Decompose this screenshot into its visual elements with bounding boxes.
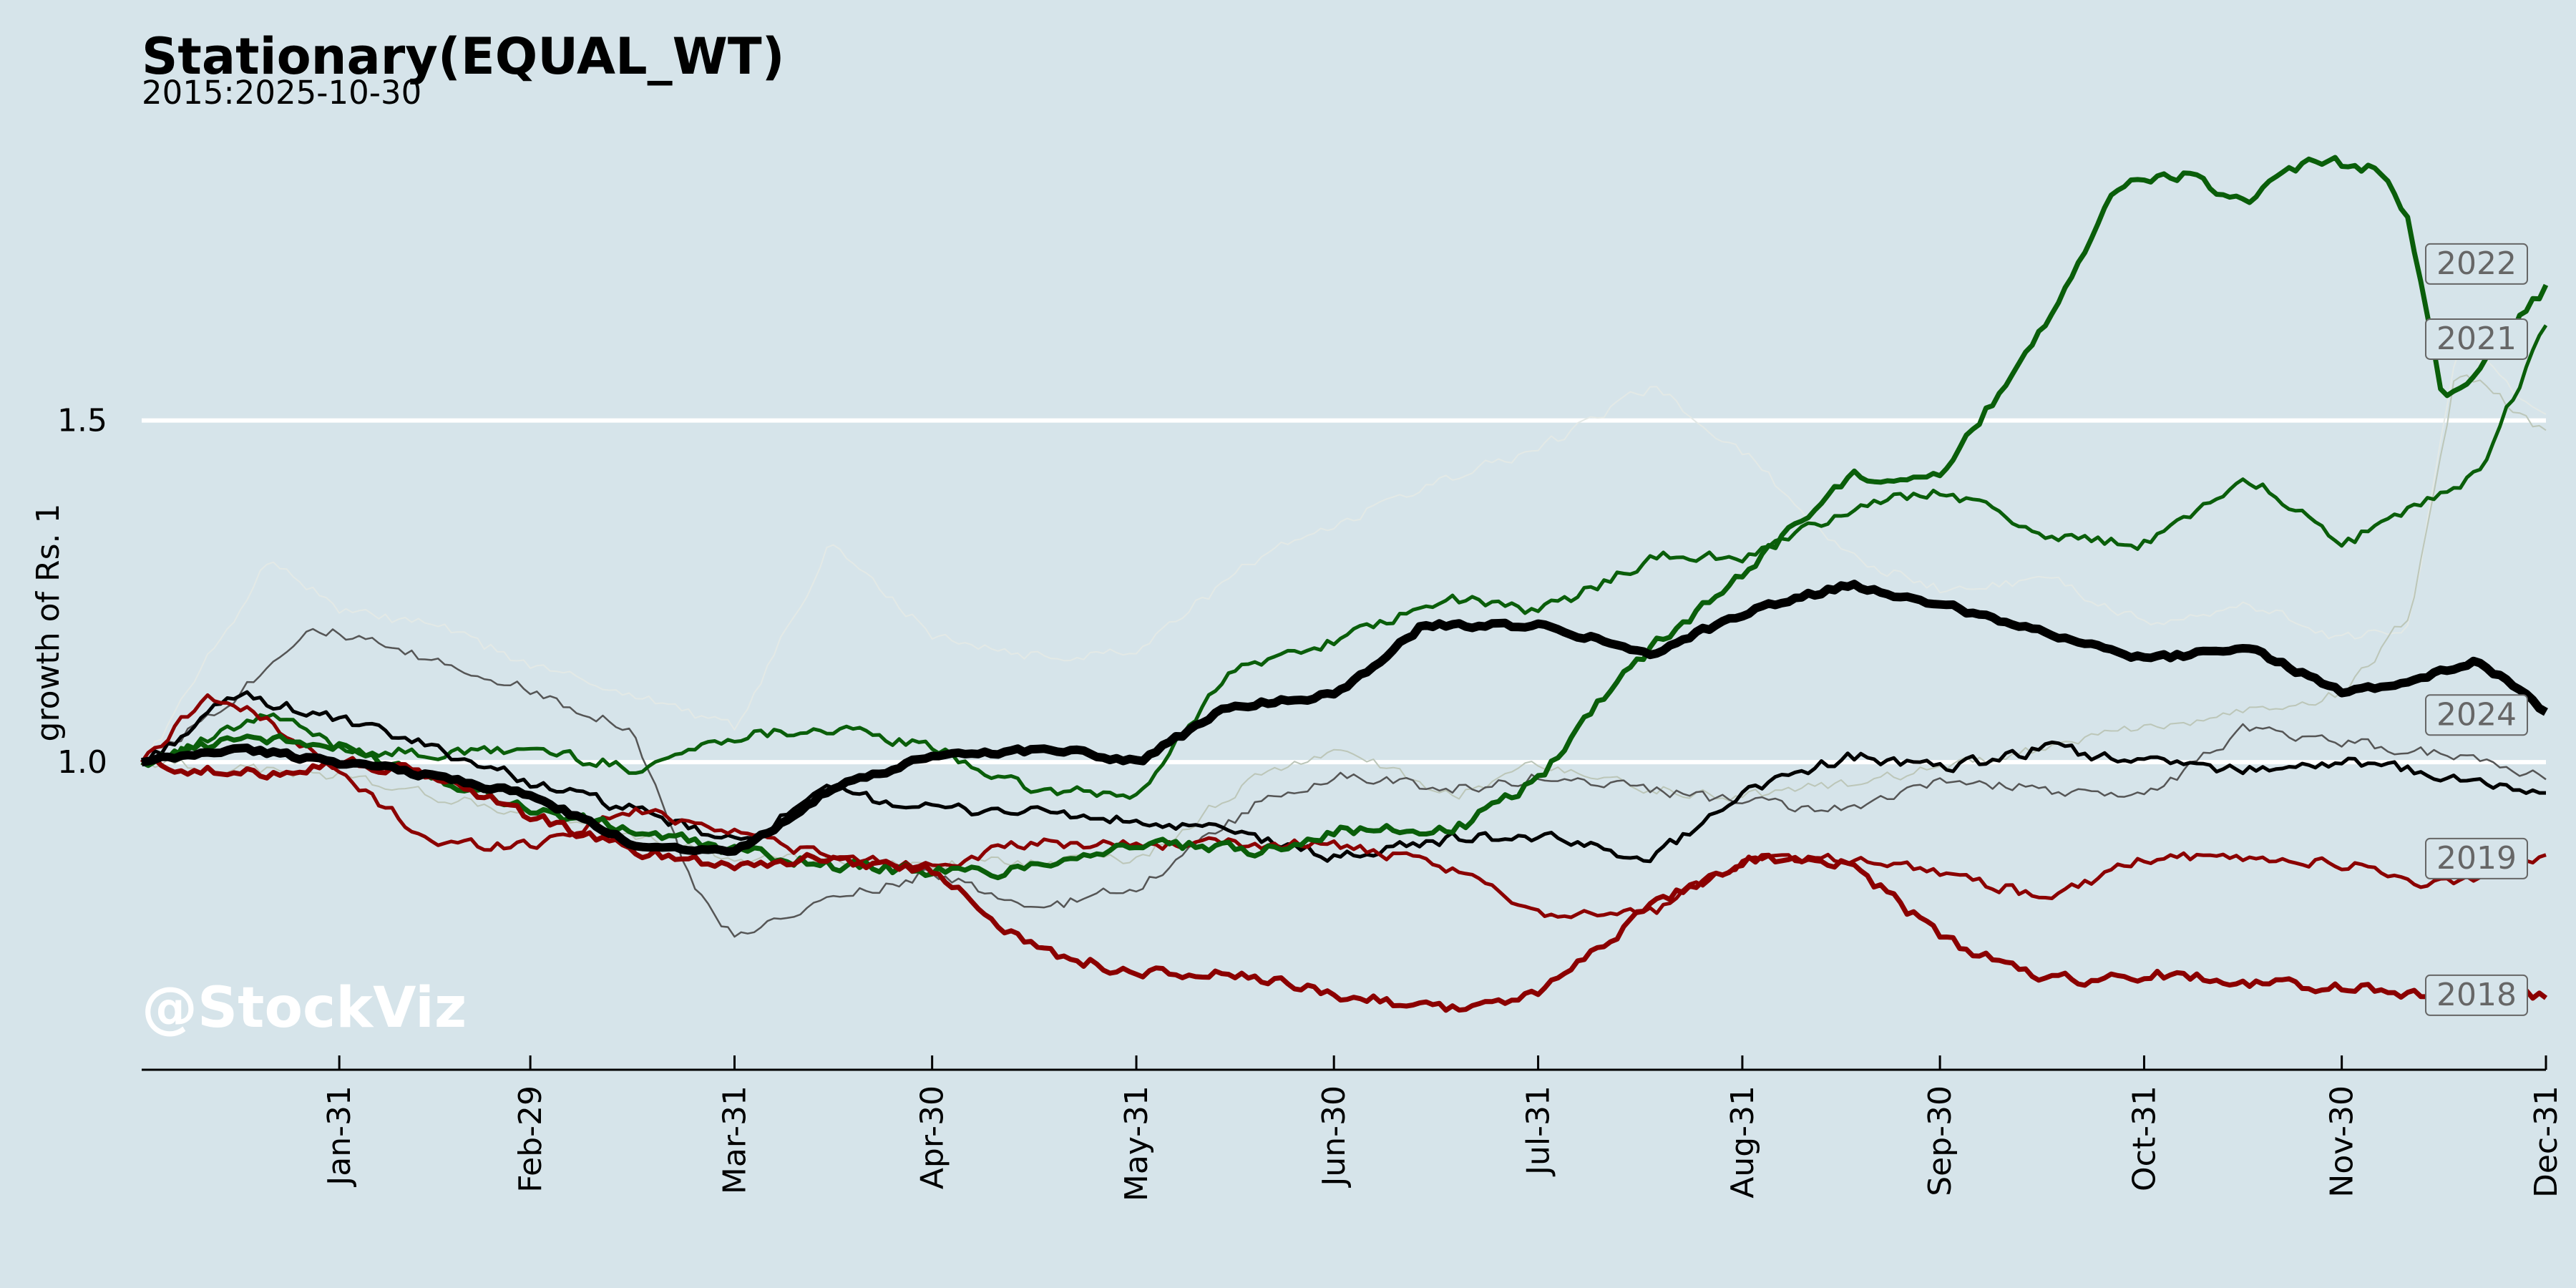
series-line — [141, 690, 2546, 864]
year-labels: 2021 2024 2019 2022 2018 — [2425, 243, 2528, 1016]
x-tick-label: May-31 — [1118, 1085, 1155, 1201]
year-label: 2024 — [2436, 696, 2517, 733]
year-label: 2019 — [2436, 840, 2517, 877]
year-label-box — [2425, 837, 2528, 879]
x-tick-label: Mar-31 — [716, 1085, 753, 1194]
series-line — [141, 628, 2547, 938]
y-tick-label: 1.0 — [57, 744, 107, 781]
x-tick-label: Apr-30 — [914, 1085, 951, 1189]
y-axis-label: growth of Rs. 1 — [30, 504, 67, 742]
x-tick-label: Oct-31 — [2126, 1085, 2162, 1191]
y-tick-label: 1.5 — [57, 403, 107, 439]
series-line — [140, 155, 2549, 881]
series-line — [141, 756, 2548, 1013]
x-tick-label: Sep-30 — [1922, 1085, 1958, 1196]
series-line — [141, 580, 2548, 857]
year-label-box — [2425, 243, 2528, 285]
year-label-box — [2425, 974, 2528, 1016]
chart-subtitle: 2015:2025-10-30 — [142, 74, 421, 112]
series-line — [140, 693, 2547, 919]
x-tick-label: Feb-29 — [512, 1085, 549, 1193]
year-label: 2018 — [2436, 977, 2517, 1013]
chart-title: Stationary(EQUAL_WT) — [142, 27, 785, 86]
series-lines — [140, 155, 2549, 1013]
series-line — [141, 324, 2548, 800]
grid-lines: 1.0 1.5 — [57, 403, 2546, 781]
series-line — [141, 347, 2547, 763]
year-label: 2021 — [2436, 321, 2517, 357]
x-tick-label: Jun-30 — [1316, 1085, 1352, 1189]
x-tick-label: Dec-31 — [2528, 1085, 2565, 1198]
x-tick-label: Nov-30 — [2324, 1085, 2361, 1198]
watermark: @StockViz — [142, 976, 467, 1040]
x-tick-label: Aug-31 — [1724, 1085, 1761, 1199]
year-label: 2022 — [2436, 245, 2517, 282]
year-label-box — [2425, 694, 2528, 736]
x-tick-label: Jul-31 — [1521, 1085, 1557, 1177]
x-axis: Jan-31 Feb-29 Mar-31 Apr-30 May-31 Jun-30 Jul-… — [142, 1055, 2565, 1201]
x-tick-label: Jan-31 — [321, 1085, 358, 1188]
year-label-box — [2425, 318, 2528, 360]
